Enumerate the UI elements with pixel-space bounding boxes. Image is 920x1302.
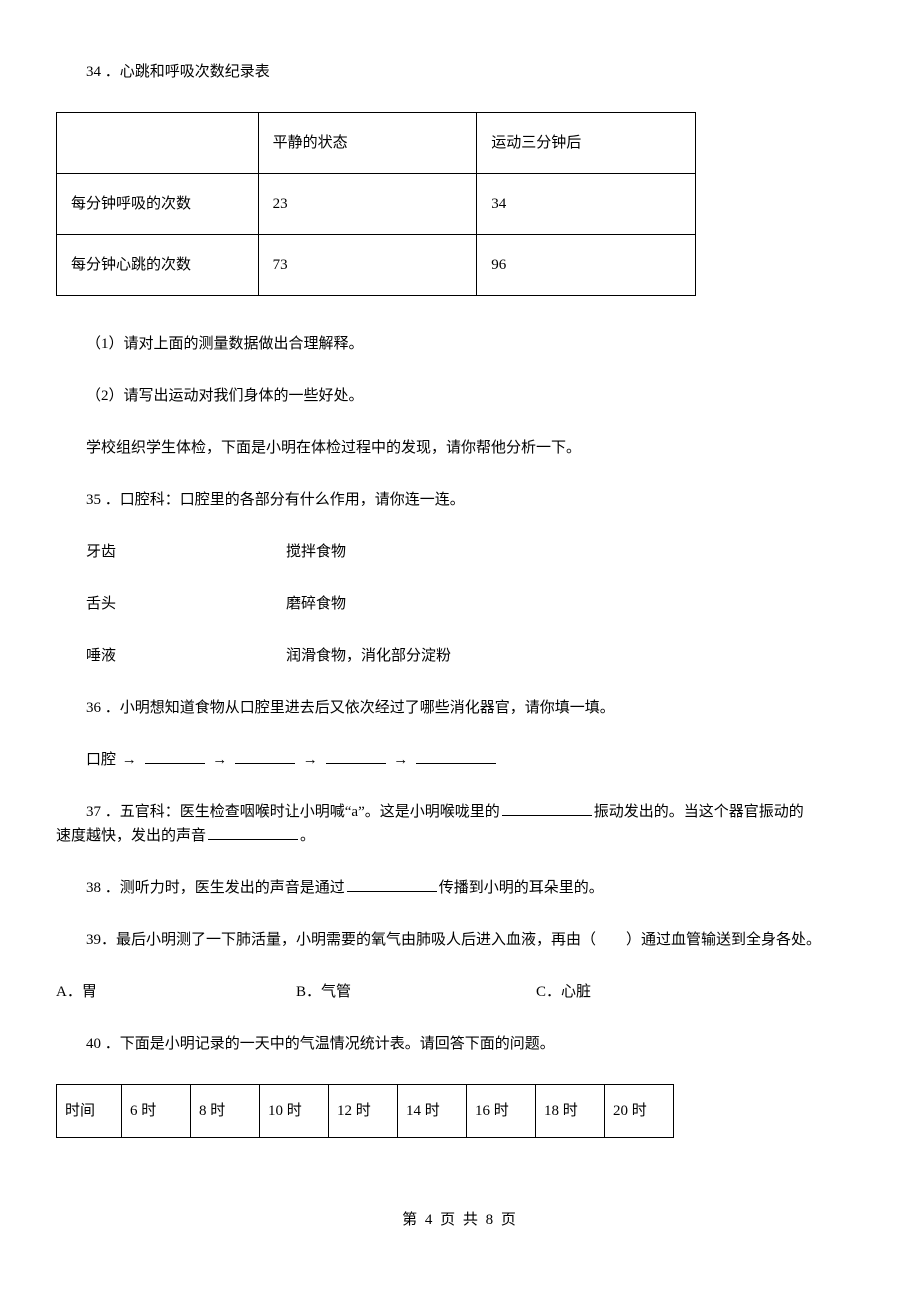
match-row: 唾液 润滑食物，消化部分淀粉 (56, 644, 864, 668)
table-cell (57, 113, 259, 174)
arrow-icon: → (212, 752, 227, 768)
table-cell: 73 (258, 235, 477, 296)
q37-mid: 振动发出的。当这个器官振动的 (594, 804, 804, 820)
table-cell: 平静的状态 (258, 113, 477, 174)
table-cell: 每分钟呼吸的次数 (57, 174, 259, 235)
match-row: 牙齿 搅拌食物 (56, 540, 864, 564)
q34-sub1: （1）请对上面的测量数据做出合理解释。 (56, 332, 864, 356)
table-cell: 16 时 (467, 1085, 536, 1138)
q36-start: 口腔 (86, 752, 116, 768)
table-cell: 10 时 (260, 1085, 329, 1138)
q38-post: 传播到小明的耳朵里的。 (439, 880, 604, 896)
q38: 38 ．测听力时，医生发出的声音是通过 传播到小明的耳朵里的。 (56, 876, 864, 900)
blank-field[interactable] (502, 800, 592, 816)
match-row: 舌头 磨碎食物 (56, 592, 864, 616)
blank-field[interactable] (347, 876, 437, 892)
table-row: 每分钟呼吸的次数 23 34 (57, 174, 696, 235)
table-cell: 18 时 (536, 1085, 605, 1138)
q38-pre: 38 ．测听力时，医生发出的声音是通过 (86, 880, 345, 896)
q36-chain: 口腔 → → → → (56, 748, 864, 772)
match-right: 搅拌食物 (286, 540, 346, 564)
blank-field[interactable] (326, 748, 386, 764)
q37-line2-pre: 速度越快，发出的声音 (56, 828, 206, 844)
arrow-icon: → (303, 752, 318, 768)
table-cell: 96 (477, 235, 696, 296)
blank-field[interactable] (416, 748, 496, 764)
page-footer: 第 4 页 共 8 页 (56, 1208, 864, 1232)
option-c[interactable]: C．心脏 (536, 980, 776, 1004)
q39-text: 39．最后小明测了一下肺活量，小明需要的氧气由肺吸人后进入血液，再由（ ）通过血… (56, 928, 864, 952)
q37: 37 ．五官科：医生检查咽喉时让小明喊“a”。这是小明喉咙里的 振动发出的。当这个… (56, 800, 864, 848)
q36-title: 36 ．小明想知道食物从口腔里进去后又依次经过了哪些消化器官，请你填一填。 (56, 696, 864, 720)
blank-field[interactable] (235, 748, 295, 764)
table-cell: 20 时 (605, 1085, 674, 1138)
match-left: 唾液 (86, 644, 286, 668)
table-cell: 8 时 (191, 1085, 260, 1138)
table-row: 平静的状态 运动三分钟后 (57, 113, 696, 174)
table-row: 每分钟心跳的次数 73 96 (57, 235, 696, 296)
table-row: 时间 6 时 8 时 10 时 12 时 14 时 16 时 18 时 20 时 (57, 1085, 674, 1138)
q35-title: 35 ．口腔科：口腔里的各部分有什么作用，请你连一连。 (56, 488, 864, 512)
q40-title: 40 ．下面是小明记录的一天中的气温情况统计表。请回答下面的问题。 (56, 1032, 864, 1056)
intro35: 学校组织学生体检，下面是小明在体检过程中的发现，请你帮他分析一下。 (56, 436, 864, 460)
q39-options: A．胃 B．气管 C．心脏 (56, 980, 864, 1004)
table-cell: 每分钟心跳的次数 (57, 235, 259, 296)
q34-title: 34 ．心跳和呼吸次数纪录表 (56, 60, 864, 84)
match-left: 舌头 (86, 592, 286, 616)
table-cell: 运动三分钟后 (477, 113, 696, 174)
table-cell: 6 时 (122, 1085, 191, 1138)
table-cell: 34 (477, 174, 696, 235)
q34-table: 平静的状态 运动三分钟后 每分钟呼吸的次数 23 34 每分钟心跳的次数 73 … (56, 112, 696, 296)
table-cell: 12 时 (329, 1085, 398, 1138)
q37-pre: 37 ．五官科：医生检查咽喉时让小明喊“a”。这是小明喉咙里的 (86, 804, 500, 820)
blank-field[interactable] (145, 748, 205, 764)
q34-sub2: （2）请写出运动对我们身体的一些好处。 (56, 384, 864, 408)
table-cell: 23 (258, 174, 477, 235)
option-b[interactable]: B．气管 (296, 980, 536, 1004)
table-cell: 14 时 (398, 1085, 467, 1138)
table-cell: 时间 (57, 1085, 122, 1138)
blank-field[interactable] (208, 824, 298, 840)
match-right: 磨碎食物 (286, 592, 346, 616)
match-left: 牙齿 (86, 540, 286, 564)
arrow-icon: → (122, 752, 137, 768)
arrow-icon: → (393, 752, 408, 768)
option-a[interactable]: A．胃 (56, 980, 296, 1004)
match-right: 润滑食物，消化部分淀粉 (286, 644, 451, 668)
q40-table: 时间 6 时 8 时 10 时 12 时 14 时 16 时 18 时 20 时 (56, 1084, 674, 1138)
q37-line2-post: 。 (300, 828, 315, 844)
